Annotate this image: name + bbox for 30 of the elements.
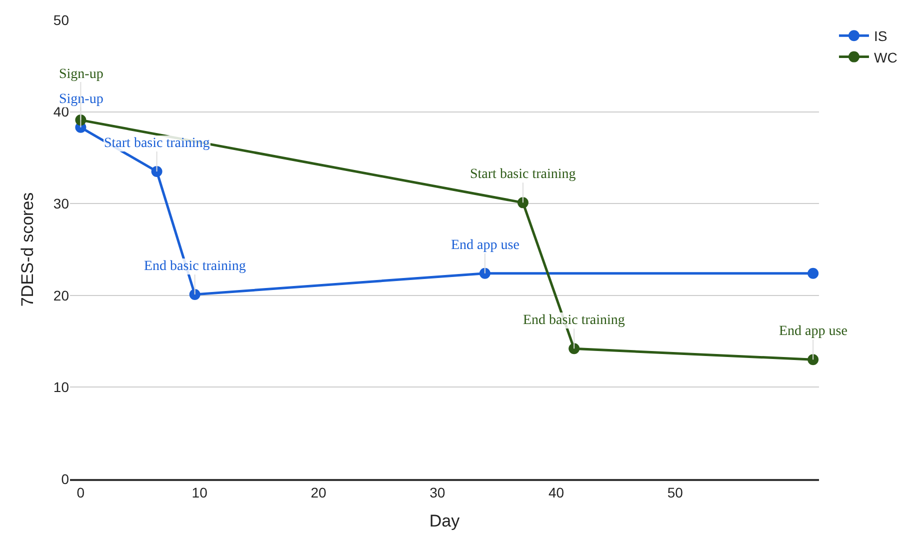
y-tick-label: 10 xyxy=(53,379,70,396)
x-tick-label: 50 xyxy=(667,484,684,501)
point xyxy=(189,288,200,300)
y-axis-title: 7DES-d scores xyxy=(18,192,37,307)
legend-label: WC xyxy=(874,49,898,66)
y-tick-label: 50 xyxy=(53,12,70,28)
annotation: Start basic training xyxy=(104,136,210,151)
x-tick-label: 10 xyxy=(192,484,208,501)
x-axis-title: Day xyxy=(429,511,460,530)
x-tick-label: 40 xyxy=(548,484,564,501)
point xyxy=(808,354,819,366)
y-tick-label: 0 xyxy=(61,470,70,487)
x-tick-label: 0 xyxy=(76,484,85,501)
annotation: End basic training xyxy=(144,259,246,274)
annotation: End basic training xyxy=(523,313,625,328)
annotation: Sign-up xyxy=(59,92,104,107)
y-tick-label: 30 xyxy=(53,196,70,212)
legend-label: IS xyxy=(874,28,888,44)
point xyxy=(808,268,819,279)
y-tick-label: 20 xyxy=(53,287,70,304)
annotation: End app use xyxy=(451,238,520,253)
point xyxy=(151,166,162,177)
annotation: Start basic training xyxy=(470,167,576,182)
annotation: Sign-up xyxy=(59,67,104,82)
point xyxy=(479,268,490,279)
point xyxy=(568,343,580,354)
point xyxy=(517,197,528,208)
x-tick-label: 20 xyxy=(310,484,326,501)
annotation: End app use xyxy=(779,324,848,339)
x-tick-label: 30 xyxy=(430,484,446,501)
